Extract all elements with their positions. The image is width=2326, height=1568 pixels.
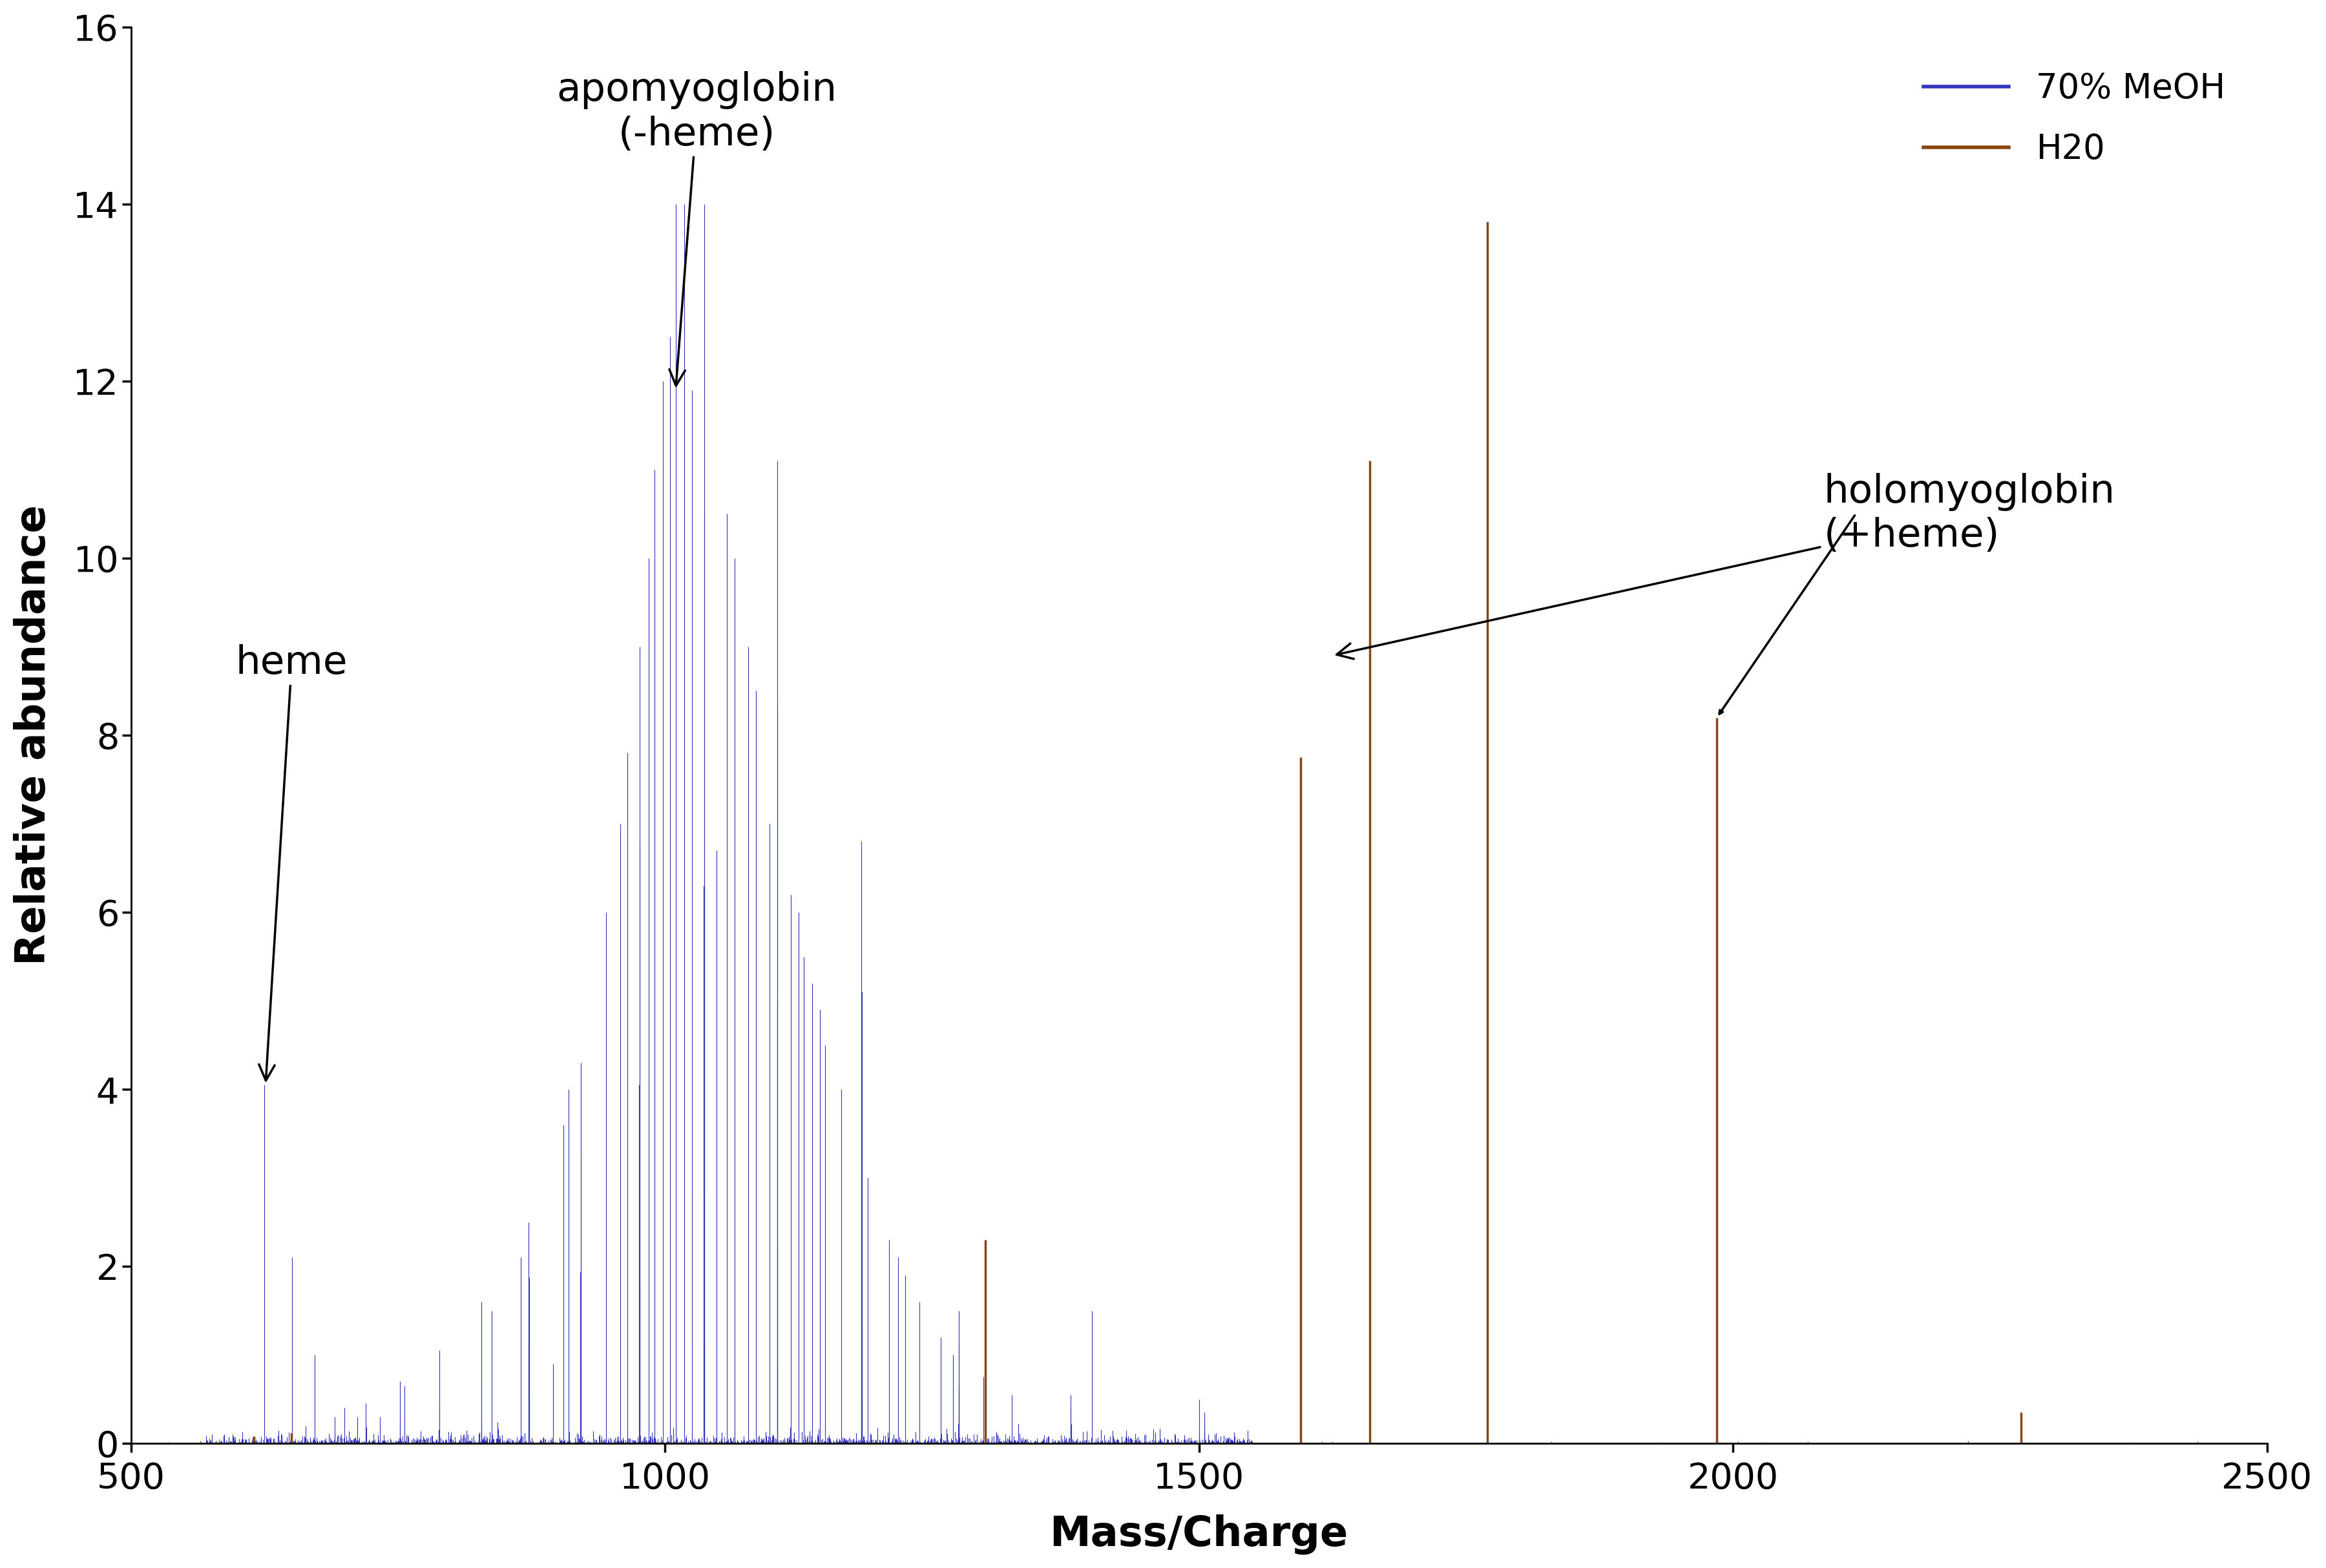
Legend: 70% MeOH, H20: 70% MeOH, H20 <box>1910 58 2240 180</box>
Y-axis label: Relative abundance: Relative abundance <box>14 505 53 966</box>
Text: holomyoglobin
(+heme): holomyoglobin (+heme) <box>1337 474 2114 659</box>
Text: heme: heme <box>235 644 349 1080</box>
Text: apomyoglobin
(-heme): apomyoglobin (-heme) <box>556 71 837 386</box>
X-axis label: Mass/Charge: Mass/Charge <box>1049 1515 1349 1554</box>
